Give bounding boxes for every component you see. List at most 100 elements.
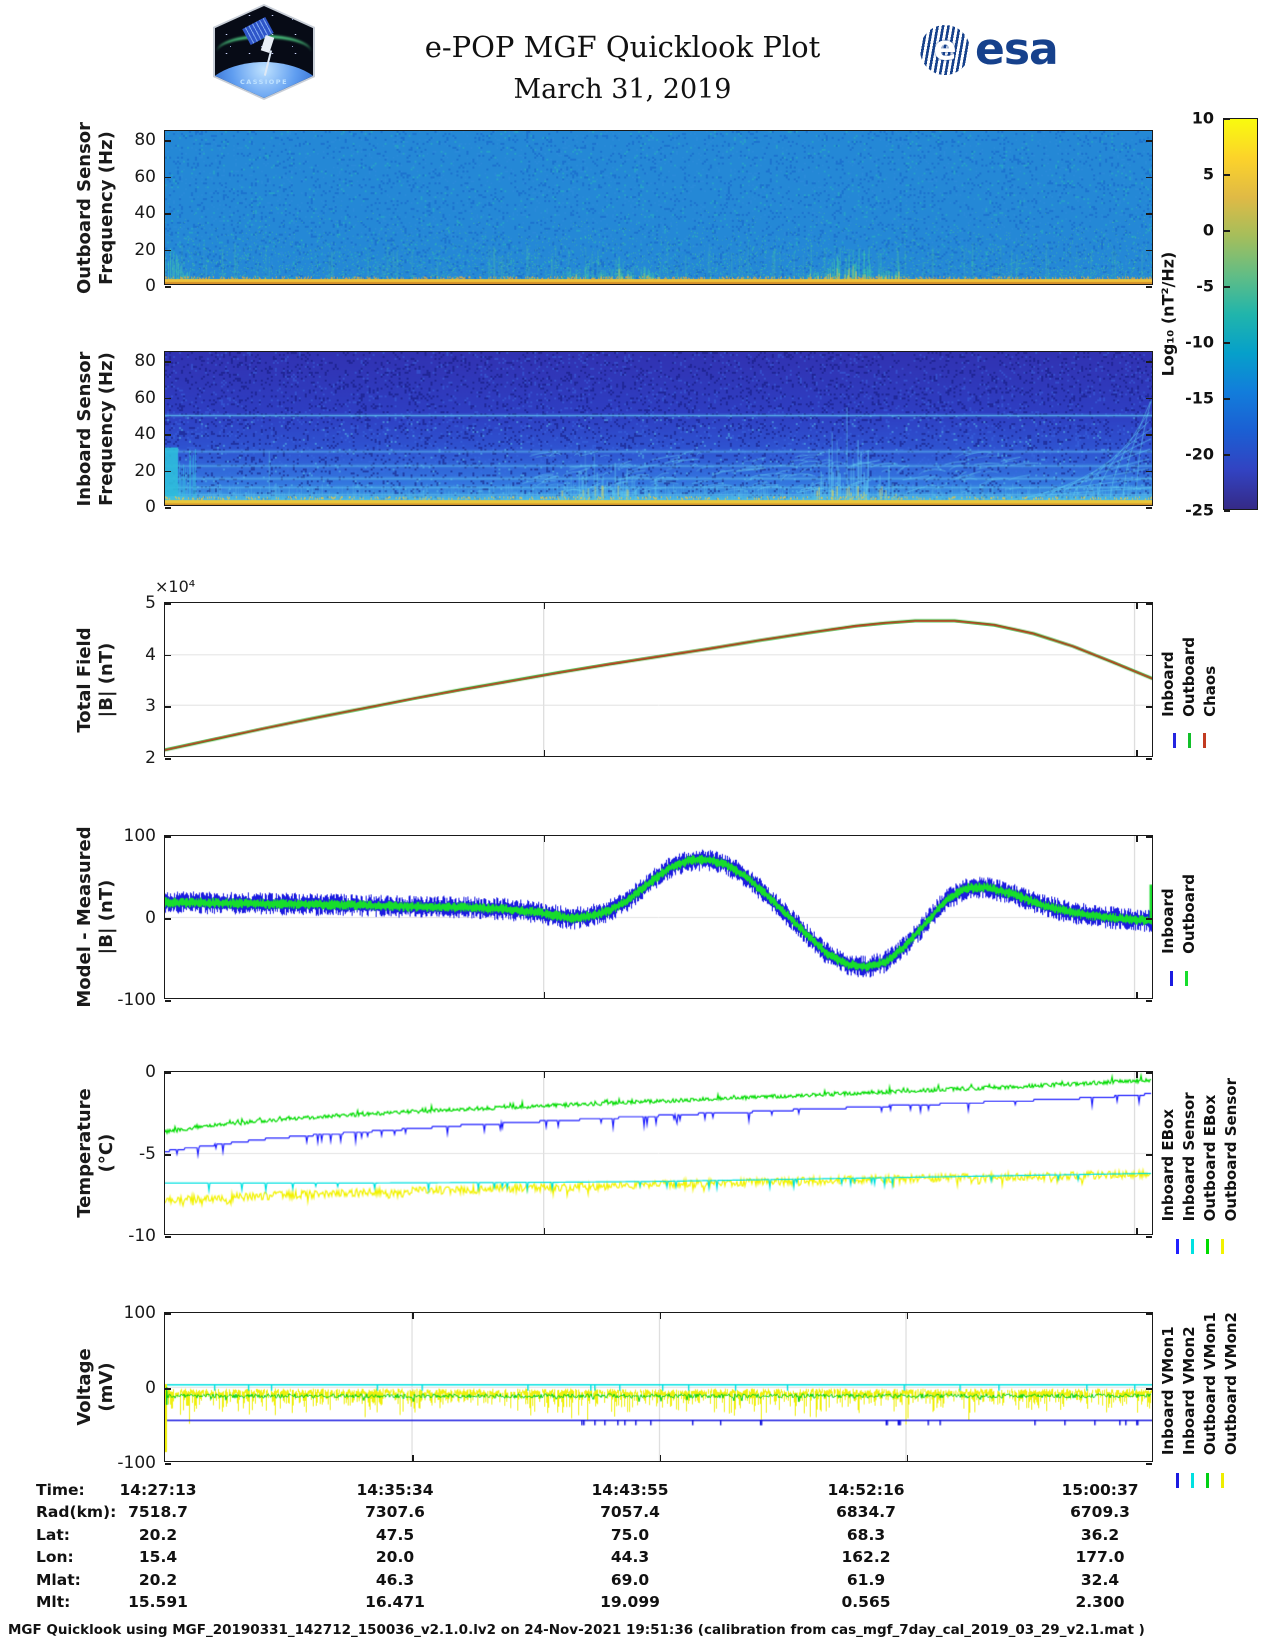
y-tick-mark <box>1146 918 1152 920</box>
canvas-model-measured <box>165 836 1152 998</box>
legend-marker <box>1190 1238 1194 1254</box>
y-tick-mark <box>1146 361 1152 363</box>
x-tick-mark <box>1136 992 1138 998</box>
colorbar: Log₁₀ (nT²/Hz) 10 5 0 -5 -10 -15 -20 -25 <box>1159 109 1258 520</box>
legend-labels: Inboard VMon1 Inboard VMon2 Outboard VMon1… <box>1159 1312 1240 1455</box>
colorbar-tick-label: -5 <box>1196 276 1214 296</box>
y-tick-mark <box>165 140 171 142</box>
colorbar-tick-mark <box>1224 286 1230 288</box>
y-tick-mark <box>1146 654 1152 657</box>
y-tick-mark <box>1146 758 1152 760</box>
y-tick-mark <box>165 213 171 215</box>
title-block: e-POP MGF Quicklook Plot March 31, 2019 <box>0 30 1245 105</box>
x-tick-mark <box>1136 1072 1138 1078</box>
y-tick-label: 4 <box>145 644 156 665</box>
legend-labels: Inboard Outboard <box>1159 874 1198 954</box>
y-tick-mark <box>1146 434 1152 436</box>
legend-label: Outboard Sensor <box>1222 1078 1240 1222</box>
y-tick-mark <box>165 758 171 760</box>
table-row-label: Time: <box>36 1481 85 1499</box>
legend-label: Inboard <box>1159 888 1177 954</box>
y-tick-label: -5 <box>139 1144 156 1164</box>
table-value: 14:52:16 <box>827 1481 905 1499</box>
legend-marker <box>1184 970 1188 986</box>
x-tick-mark <box>543 750 546 756</box>
y-tick-label: 80 <box>134 130 156 151</box>
y-tick-label: 0 <box>145 1062 156 1082</box>
y-tick-mark <box>1146 1154 1152 1156</box>
canvas-inboard-spectrogram <box>165 352 1152 505</box>
table-value: 20.2 <box>138 1525 178 1544</box>
table-value: 46.3 <box>375 1570 415 1589</box>
table-value: 32.4 <box>1080 1570 1120 1589</box>
table-value: 14:43:55 <box>591 1481 669 1499</box>
x-tick-mark <box>1136 750 1138 756</box>
canvas-temperature <box>165 1072 1152 1234</box>
legend-label: Outboard VMon1 <box>1201 1312 1219 1456</box>
legend-labels: Inboard EBox Inboard Sensor Outboard EBox O… <box>1159 1078 1240 1221</box>
legend-label: Inboard VMon2 <box>1180 1326 1198 1456</box>
table-row: Mlt: 15.591 16.471 19.099 0.565 2.300 <box>0 1593 1275 1615</box>
y-tick-mark <box>1146 286 1152 288</box>
table-row-label: Mlat: <box>36 1570 81 1589</box>
table-value: 69.0 <box>610 1570 650 1589</box>
table-value: 19.099 <box>600 1593 660 1611</box>
y-tick-mark <box>165 507 171 509</box>
legend-marker <box>1190 1472 1194 1488</box>
y-tick-mark <box>165 1236 171 1238</box>
y-tick-label: 100 <box>123 826 156 846</box>
x-tick-mark <box>412 1313 414 1319</box>
table-value: 36.2 <box>1080 1525 1120 1544</box>
x-tick-mark <box>906 1313 909 1319</box>
colorbar-tick-label: -15 <box>1185 388 1214 408</box>
table-value: 14:27:13 <box>119 1481 197 1499</box>
y-tick-label: 0 <box>145 908 156 928</box>
panel-temperature: 0 -5 -10 Temperature (°C) Inboard EBox Inboard… <box>74 1062 1240 1254</box>
y-axis-scale: ×10⁴ <box>155 577 196 596</box>
legend-voltage: Inboard VMon1 Inboard VMon2 Outboard VMon1… <box>1159 1299 1240 1501</box>
panel-total-field: 5 4 3 2 Total Field |B| (nT) ×10⁴ Inboard Outboa… <box>74 577 1219 768</box>
panel-voltage: 100 0 -100 Voltage (mV) Inboard VMon1 Inboard … <box>74 1303 1240 1488</box>
y-tick-label: 3 <box>145 696 156 717</box>
y-tick-label: 20 <box>134 460 156 481</box>
table-value: 47.5 <box>375 1525 415 1544</box>
table-value: 15.591 <box>128 1593 188 1611</box>
panel-outboard-spectrogram: 80 60 40 20 0 Outboard Sensor Frequency (Hz) <box>74 121 1153 296</box>
table-value: 75.0 <box>610 1525 650 1544</box>
legend-markers <box>1172 733 1206 749</box>
table-value: 61.9 <box>846 1570 886 1589</box>
y-tick-mark <box>1146 213 1152 215</box>
esa-globe-icon: e <box>920 24 970 75</box>
table-value: 6709.3 <box>1070 1503 1130 1522</box>
colorbar-tick-mark <box>1224 510 1230 512</box>
y-tick-label: -100 <box>117 990 156 1010</box>
y-tick-mark <box>165 434 171 436</box>
table-value: 7518.7 <box>128 1503 188 1522</box>
colorbar-tick-label: -10 <box>1185 332 1214 352</box>
legend-marker <box>1175 1238 1179 1254</box>
x-tick-mark <box>659 1455 661 1461</box>
legend-marker <box>1202 733 1206 749</box>
legend-marker <box>1172 733 1176 749</box>
table-value: 15.4 <box>138 1548 178 1567</box>
legend-marker <box>1175 1472 1179 1488</box>
table-row: Rad(km): 7518.7 7307.6 7057.4 6834.7 6709.3 <box>0 1503 1275 1525</box>
y-tick-mark <box>1146 836 1152 838</box>
x-tick-mark <box>659 1313 661 1319</box>
figure-title: e-POP MGF Quicklook Plot <box>424 30 821 64</box>
y-tick-label: 80 <box>134 351 156 372</box>
y-tick-label: 60 <box>134 166 156 187</box>
y-tick-label: 100 <box>123 1303 156 1323</box>
y-tick-mark <box>165 836 171 838</box>
y-tick-mark <box>165 654 171 657</box>
y-tick-mark <box>165 1072 171 1074</box>
y-tick-label: 60 <box>134 387 156 408</box>
table-value: 14:35:34 <box>356 1481 434 1499</box>
table-value: 44.3 <box>610 1548 650 1567</box>
colorbar-tick-label: 5 <box>1202 164 1214 184</box>
x-tick-mark <box>1136 603 1138 609</box>
y-tick-mark <box>1146 176 1152 179</box>
legend-marker <box>1220 1472 1224 1488</box>
y-tick-label: 40 <box>134 424 156 445</box>
